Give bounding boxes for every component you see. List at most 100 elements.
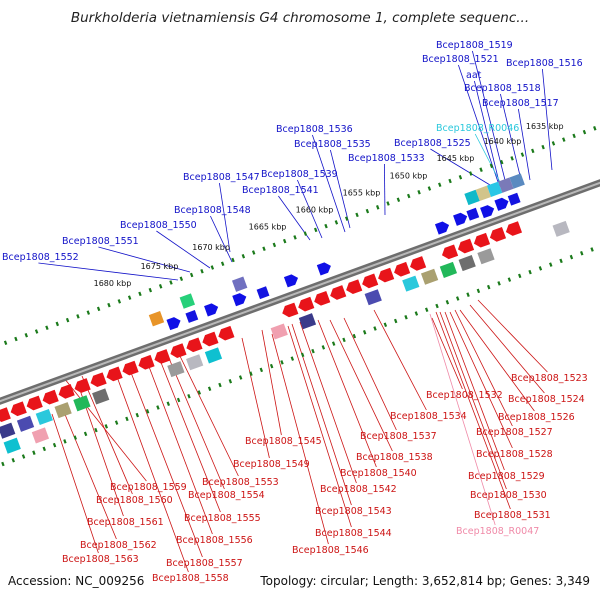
gene-label-reverse[interactable]: Bcep1808_1537 [360,431,437,442]
gene-block[interactable] [92,388,110,405]
gene-label-forward[interactable]: Bcep1808_R0046 [436,123,519,134]
gene-forward-block[interactable] [498,177,514,193]
gene-label-forward[interactable]: Bcep1808_1552 [2,252,79,263]
gene-reverse[interactable] [41,389,59,406]
gene-reverse-block[interactable] [477,248,495,265]
gene-arrow-reverse[interactable] [120,360,139,377]
gene-label-reverse[interactable]: Bcep1808_1532 [426,390,503,401]
gene-reverse[interactable] [136,354,155,371]
gene-block[interactable] [231,276,248,292]
gene-arrow-forward[interactable] [232,291,248,307]
gene-arrow-reverse[interactable] [472,232,491,249]
gene-arrow-reverse[interactable] [136,354,155,371]
gene-reverse-block[interactable] [186,354,204,371]
gene-forward[interactable] [232,291,248,307]
gene-forward[interactable] [453,211,469,226]
gene-label-reverse[interactable]: Bcep1808_1529 [468,471,545,482]
gene-reverse-block[interactable] [73,395,91,412]
gene-reverse[interactable] [25,395,43,412]
gene-label-reverse[interactable]: Bcep1808_1558 [152,573,229,584]
gene-arrow-forward[interactable] [434,220,451,235]
gene-arrow-reverse[interactable] [376,267,395,284]
gene-label-reverse[interactable]: Bcep1808_1538 [356,452,433,463]
gene-reverse[interactable] [73,378,91,394]
gene-block[interactable] [3,437,21,454]
gene-forward[interactable] [185,310,199,323]
gene-label-reverse[interactable]: Bcep1808_1523 [511,373,588,384]
gene-reverse[interactable] [152,349,171,365]
gene-arrow-reverse[interactable] [408,256,427,272]
gene-block[interactable] [256,286,270,300]
gene-label-reverse[interactable]: Bcep1808_1561 [87,517,164,528]
gene-reverse-block[interactable] [270,323,288,340]
gene-reverse[interactable] [456,238,475,255]
gene-label-forward[interactable]: Bcep1808_1533 [348,153,425,164]
gene-label-reverse[interactable]: Bcep1808_1542 [320,484,397,495]
gene-reverse-block[interactable] [167,361,185,378]
gene-reverse[interactable] [120,360,139,377]
gene-block[interactable] [270,323,288,340]
gene-label-reverse[interactable]: Bcep1808_1524 [508,394,585,405]
gene-arrow-reverse[interactable] [9,401,27,417]
gene-label-forward[interactable]: Bcep1808_1518 [464,83,541,94]
gene-reverse-block[interactable] [54,402,72,419]
gene-label-reverse[interactable]: Bcep1808_1556 [176,535,253,546]
gene-block[interactable] [498,177,514,193]
gene-arrow-reverse[interactable] [456,238,475,255]
gene-label-forward[interactable]: Bcep1808_1516 [506,58,583,69]
gene-arrow-reverse[interactable] [0,407,11,423]
gene-features[interactable] [0,173,570,454]
gene-label-reverse[interactable]: Bcep1808_1543 [315,506,392,517]
gene-reverse-block[interactable] [458,255,476,272]
gene-forward[interactable] [480,203,496,219]
gene-arrow-reverse[interactable] [328,285,347,301]
gene-label-forward[interactable]: Bcep1808_1521 [422,54,499,65]
gene-reverse-block[interactable] [420,268,439,285]
gene-label-forward[interactable]: Bcep1808_1551 [62,236,139,247]
gene-arrow-reverse[interactable] [360,273,379,290]
gene-forward[interactable] [283,273,300,288]
gene-reverse[interactable] [88,372,107,388]
gene-block[interactable] [204,347,223,364]
gene-block[interactable] [420,268,439,285]
gene-arrow-reverse[interactable] [57,383,75,400]
gene-forward[interactable] [316,261,333,276]
gene-reverse-block[interactable] [298,313,317,330]
gene-forward[interactable] [494,196,510,211]
gene-label-reverse[interactable]: Bcep1808_1555 [184,513,261,524]
gene-block[interactable] [185,310,199,323]
gene-block[interactable] [298,313,317,330]
gene-arrow-reverse[interactable] [168,343,187,359]
gene-reverse[interactable] [488,227,507,243]
gene-arrow-reverse[interactable] [152,349,171,365]
gene-forward-block[interactable] [148,311,165,327]
gene-arrow-reverse[interactable] [73,378,91,394]
gene-arrow-reverse[interactable] [200,331,219,348]
gene-label-forward[interactable]: Bcep1808_1547 [183,172,260,183]
gene-label-forward[interactable]: aat [466,70,482,81]
gene-forward-block[interactable] [179,293,196,309]
gene-block[interactable] [477,248,495,265]
gene-forward[interactable] [507,192,521,206]
gene-arrow-reverse[interactable] [88,372,107,388]
gene-arrow-forward[interactable] [283,273,300,288]
gene-label-reverse[interactable]: Bcep1808_1540 [340,468,417,479]
gene-reverse[interactable] [57,383,75,400]
gene-reverse[interactable] [392,261,411,278]
gene-reverse[interactable] [104,366,123,383]
gene-forward[interactable] [256,286,270,300]
gene-label-forward[interactable]: Bcep1808_1550 [120,220,197,231]
gene-reverse[interactable] [312,290,331,307]
gene-label-forward[interactable]: Bcep1808_1548 [174,205,251,216]
gene-label-forward[interactable]: Bcep1808_1525 [394,138,471,149]
gene-arrow-reverse[interactable] [392,261,411,278]
gene-block[interactable] [475,185,492,202]
gene-block[interactable] [486,181,503,197]
gene-block[interactable] [439,261,458,278]
gene-arrow-reverse[interactable] [312,290,331,307]
gene-label-reverse[interactable]: Bcep1808_1544 [315,528,392,539]
gene-label-reverse[interactable]: Bcep1808_1527 [476,427,553,438]
gene-label-reverse[interactable]: Bcep1808_1545 [245,436,322,447]
